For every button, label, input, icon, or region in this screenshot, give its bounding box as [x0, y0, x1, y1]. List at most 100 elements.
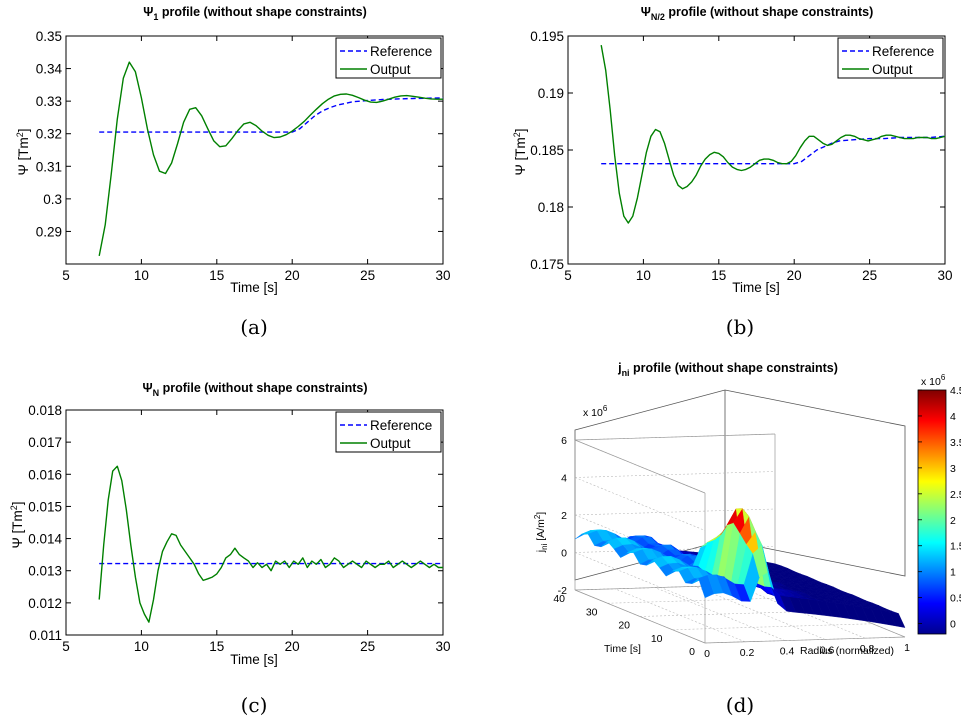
panel-b-xtick-label: 5: [564, 268, 572, 283]
panel-d-title: jni profile (without shape constraints): [617, 361, 838, 378]
panel-b-ytick-label: 0.19: [538, 86, 564, 101]
panel-a-ytick-label: 0.31: [36, 159, 62, 174]
panel-b-xlabel: Time [s]: [732, 280, 780, 295]
panel-d-zlabel: jni [A/m2]: [533, 512, 549, 554]
panel-a-legend-out-label: Output: [370, 62, 411, 77]
panel-d-floor-grid-r: [734, 584, 866, 639]
panel-c-ytick-label: 0.013: [28, 564, 62, 579]
panel-d-ztick-label: 6: [561, 435, 567, 447]
panel-d-floor-grid-r: [694, 586, 826, 640]
panel-d-surface-patch: [889, 611, 906, 628]
panel-d-floor-grid-r: [654, 587, 786, 641]
panel-b-xtick-label: 30: [937, 268, 952, 283]
panel-a-lines: [98, 61, 444, 257]
panel-d-wall-grid-z2: [574, 477, 706, 531]
panel-c-title: ΨN profile (without shape constraints): [143, 381, 368, 398]
panel-d-cb-tick-label: 0: [950, 619, 956, 631]
panel-b-lines: [600, 44, 946, 224]
panel-a-ytick-label: 0.29: [36, 224, 62, 239]
panel-c-legend-out-label: Output: [370, 436, 411, 451]
panel-d-colorbar-ticks: 0 0.5 1 1.5 2 2.5 3 3.5 4 4.5: [918, 385, 961, 631]
panel-d-floor-grid-t: [672, 623, 873, 631]
panel-d-cb-tick-label: 2: [950, 515, 956, 527]
panel-b-xtick-label: 10: [636, 268, 651, 283]
panel-b-xtick-label: 15: [711, 268, 726, 283]
panel-c-xtick-label: 5: [62, 639, 70, 654]
panel-a-title: Ψ1 profile (without shape constraints): [143, 5, 366, 22]
panel-a-xlabel: Time [s]: [230, 280, 278, 295]
panel-d-colorbar: [917, 389, 947, 635]
panel-d-cb-tick-label: 1: [950, 567, 956, 579]
panel-a-xtick-label: 10: [134, 268, 149, 283]
panel-d-surface: [574, 507, 906, 628]
panel-a-ytick-label: 0.3: [43, 192, 62, 207]
panel-b-ytick-label: 0.18: [538, 200, 564, 215]
panel-d-cb-tick-label: 3.5: [950, 437, 961, 449]
panel-d-cb-tick-label: 4.5: [950, 385, 961, 397]
panel-a-xtick-label: 25: [360, 268, 375, 283]
panel-a-legend-ref-label: Reference: [370, 44, 432, 59]
panel-a-legend-box: [335, 37, 442, 79]
panel-d-xtick-label: 1: [904, 642, 910, 654]
panel-d-ylabel: Time [s]: [604, 643, 641, 655]
panel-d-floor-grid-t: [607, 596, 808, 604]
panel-c-ylabel: Ψ [Tm2]: [9, 501, 25, 548]
panel-c-xtick-label: 15: [209, 639, 224, 654]
panel-d-xtick-label: 0.6: [820, 644, 835, 656]
panel-d-wall-grid-z: [574, 471, 776, 478]
panel-c-xtick-label: 25: [360, 639, 375, 654]
panel-d-box-edge: [704, 636, 906, 644]
panel-a-series-reference: [99, 97, 444, 133]
panel-c-legend: Reference Output: [335, 411, 442, 453]
panel-a-ytick-label: 0.32: [36, 127, 62, 142]
panel-d-ztick-label: 2: [561, 510, 567, 522]
panel-d-wall-grid-z2: [574, 552, 706, 606]
panel-d-colorbar-exponent: x 106: [921, 373, 946, 388]
panel-b-xtick-label: 25: [862, 268, 877, 283]
panel-d-ytick-label: 30: [586, 606, 598, 618]
panel-d-ztick-label: -2: [558, 585, 567, 597]
panel-b-legend-out-label: Output: [872, 62, 913, 77]
panel-a-legend: Reference Output: [335, 37, 442, 79]
panel-d-ztick-label: 4: [561, 473, 567, 485]
panel-d-ytick-label: 40: [553, 593, 565, 605]
panel-c-ytick-label: 0.015: [28, 499, 62, 514]
panel-d-caption: (d): [726, 693, 754, 717]
panel-d-xtick-label: 0.2: [740, 647, 755, 659]
panel-c-ytick-label: 0.014: [28, 532, 62, 547]
panel-b-title: ΨN/2 profile (without shape constraints): [641, 5, 873, 22]
panel-b-xtick-label: 20: [787, 268, 802, 283]
panel-d: jni profile (without shape constraints) …: [533, 361, 961, 717]
panel-d-box-edge: [574, 439, 706, 494]
panel-b: ΨN/2 profile (without shape constraints)…: [512, 5, 953, 339]
panel-d-box-edge: [574, 589, 706, 644]
panel-b-ytick-label: 0.175: [530, 257, 564, 272]
panel-d-wall-grid-z: [574, 508, 776, 516]
panel-d-cb-tick-label: 0.5: [950, 593, 961, 605]
panel-a-xtick-label: 15: [209, 268, 224, 283]
panel-c-legend-ref-label: Reference: [370, 418, 432, 433]
panel-c: ΨN profile (without shape constraints) 5…: [9, 381, 451, 717]
panel-c-ytick-label: 0.018: [28, 403, 62, 418]
panel-c-ytick-label: 0.012: [28, 596, 62, 611]
panel-c-xtick-label: 20: [285, 639, 300, 654]
panel-a-ticks: 5 10 15 20 25 30 0.29 0.3 0.31 0.32 0.33 0.34 0.35: [36, 29, 451, 283]
panel-c-xlabel: Time [s]: [230, 652, 278, 667]
panel-d-floor-grid-r: [614, 588, 746, 643]
panel-b-ytick-label: 0.185: [530, 143, 564, 158]
panel-a-ytick-label: 0.34: [36, 62, 63, 77]
panel-d-ytick-label: 10: [651, 633, 663, 645]
panel-c-xtick-label: 30: [435, 639, 450, 654]
panel-d-xlabel: Radius (normalized): [800, 645, 894, 657]
panel-b-legend: Reference Output: [837, 37, 944, 79]
panel-c-legend-box: [335, 411, 442, 453]
panel-c-ytick-label: 0.017: [28, 435, 62, 450]
panel-b-caption: (b): [726, 315, 754, 339]
panel-d-cb-tick-label: 2.5: [950, 489, 961, 501]
panel-d-xtick-label: 0.4: [780, 646, 795, 658]
panel-d-box-edge: [574, 433, 776, 441]
panel-b-ticks: 5 10 15 20 25 30 0.175 0.18 0.185 0.19 0.195: [530, 29, 952, 283]
panel-b-ylabel: Ψ [Tm2]: [512, 128, 528, 175]
